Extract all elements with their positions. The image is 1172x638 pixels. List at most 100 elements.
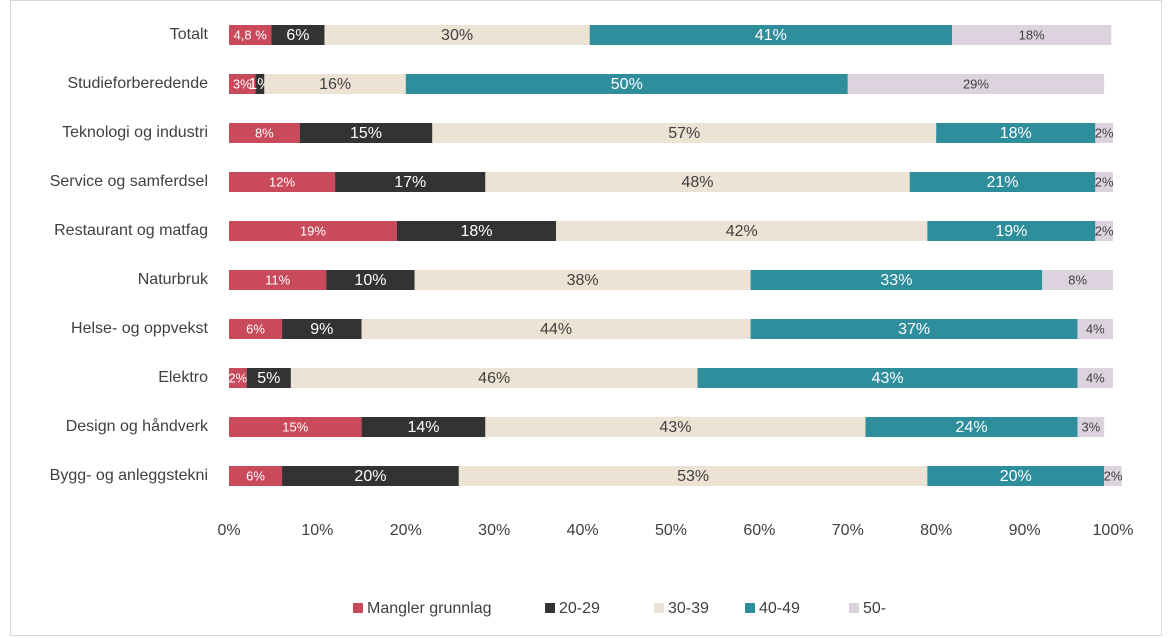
bar-segment bbox=[909, 172, 1096, 192]
y-tick-label: Service og samferdsel bbox=[50, 173, 208, 190]
bar-segment bbox=[229, 368, 247, 388]
y-tick-label: Teknologi og industri bbox=[62, 124, 208, 141]
data-label: 19% bbox=[300, 223, 326, 238]
bar-segment bbox=[432, 123, 937, 143]
data-label: 15% bbox=[350, 125, 382, 142]
data-label: 6% bbox=[286, 27, 309, 44]
bar-segment bbox=[485, 417, 866, 437]
legend-label: Mangler grunnlag bbox=[367, 600, 492, 617]
bar-segment bbox=[750, 319, 1078, 339]
data-label: 21% bbox=[986, 174, 1018, 191]
data-label: 3% bbox=[1082, 419, 1101, 434]
data-label: 50% bbox=[611, 76, 643, 93]
y-tick-label: Design og håndverk bbox=[66, 417, 209, 435]
bar-segment bbox=[229, 221, 397, 241]
bar-segment bbox=[396, 221, 557, 241]
data-label: 18% bbox=[1000, 125, 1032, 142]
data-label: 2% bbox=[1095, 174, 1114, 189]
data-label: 2% bbox=[1104, 468, 1123, 483]
bar-segment bbox=[290, 368, 698, 388]
bar-segment bbox=[1104, 466, 1122, 486]
bar-segment bbox=[229, 25, 272, 45]
bar-segment bbox=[865, 417, 1078, 437]
data-label: 9% bbox=[310, 321, 333, 338]
data-label: 38% bbox=[567, 272, 599, 289]
legend-swatch bbox=[849, 603, 859, 613]
data-label: 41% bbox=[755, 27, 787, 44]
data-label: 8% bbox=[255, 125, 274, 140]
bar-segment bbox=[1077, 368, 1113, 388]
data-label: 42% bbox=[726, 223, 758, 240]
bar-segment bbox=[1042, 270, 1113, 290]
legend-label: 50- bbox=[863, 600, 886, 617]
data-label: 30% bbox=[441, 27, 473, 44]
bar-segment bbox=[414, 270, 751, 290]
data-label: 20% bbox=[1000, 468, 1032, 485]
x-tick-label: 10% bbox=[301, 522, 333, 539]
x-tick-label: 30% bbox=[478, 522, 510, 539]
data-label: 37% bbox=[898, 321, 930, 338]
y-tick-label: Studieforberedende bbox=[67, 75, 208, 92]
bar-segment bbox=[229, 123, 300, 143]
bar-segment bbox=[324, 25, 590, 45]
legend-swatch bbox=[745, 603, 755, 613]
data-label: 4% bbox=[1086, 321, 1105, 336]
legend-label: 30-39 bbox=[668, 600, 709, 617]
data-label: 2% bbox=[1095, 125, 1114, 140]
x-tick-label: 50% bbox=[655, 522, 687, 539]
bar-segment bbox=[927, 221, 1096, 241]
data-label: 33% bbox=[880, 272, 912, 289]
bar-segment bbox=[282, 319, 362, 339]
x-tick-label: 90% bbox=[1009, 522, 1041, 539]
x-tick-label: 40% bbox=[567, 522, 599, 539]
bar-segment bbox=[556, 221, 928, 241]
bar-segment bbox=[1095, 123, 1113, 143]
bar-segment bbox=[282, 466, 459, 486]
x-tick-label: 60% bbox=[743, 522, 775, 539]
y-tick-label: Helse- og oppvekst bbox=[71, 320, 209, 337]
bar-segment bbox=[271, 25, 325, 45]
x-tick-label: 70% bbox=[832, 522, 864, 539]
legend-swatch bbox=[545, 603, 555, 613]
bar-segment bbox=[697, 368, 1078, 388]
data-label: 2% bbox=[1095, 223, 1114, 238]
bar-segment bbox=[1077, 417, 1105, 437]
bar-segment bbox=[927, 466, 1105, 486]
bar-segment bbox=[458, 466, 928, 486]
bar-segment bbox=[229, 172, 336, 192]
bar-segment bbox=[246, 368, 291, 388]
bar-segment bbox=[335, 172, 486, 192]
data-label: 44% bbox=[540, 321, 572, 338]
data-label: 6% bbox=[246, 468, 265, 483]
bar-segment bbox=[255, 74, 265, 94]
data-label: 2% bbox=[228, 370, 247, 385]
bar-segment bbox=[229, 319, 283, 339]
data-label: 17% bbox=[394, 174, 426, 191]
bar-segment bbox=[229, 270, 327, 290]
data-label: 18% bbox=[461, 223, 493, 240]
data-label: 8% bbox=[1068, 272, 1087, 287]
bar-segment bbox=[229, 466, 283, 486]
data-label: 10% bbox=[354, 272, 386, 289]
data-label: 15% bbox=[282, 419, 308, 434]
data-label: 48% bbox=[682, 174, 714, 191]
y-tick-label: Naturbruk bbox=[138, 271, 209, 288]
chart-frame bbox=[10, 0, 1162, 636]
bar-segment bbox=[485, 172, 910, 192]
data-label: 53% bbox=[677, 468, 709, 485]
data-label: 19% bbox=[995, 223, 1027, 240]
x-tick-label: 80% bbox=[920, 522, 952, 539]
data-label: 12% bbox=[269, 174, 295, 189]
data-label: 4,8 % bbox=[234, 27, 268, 42]
data-label: 3% bbox=[233, 76, 252, 91]
x-tick-label: 20% bbox=[390, 522, 422, 539]
bar-segment bbox=[229, 417, 362, 437]
x-tick-label: 100% bbox=[1093, 522, 1134, 539]
data-label: 46% bbox=[478, 370, 510, 387]
data-label: 20% bbox=[354, 468, 386, 485]
bar-segment bbox=[264, 74, 406, 94]
data-label: 57% bbox=[668, 125, 700, 142]
bar-segment bbox=[750, 270, 1043, 290]
data-label: 5% bbox=[257, 370, 280, 387]
